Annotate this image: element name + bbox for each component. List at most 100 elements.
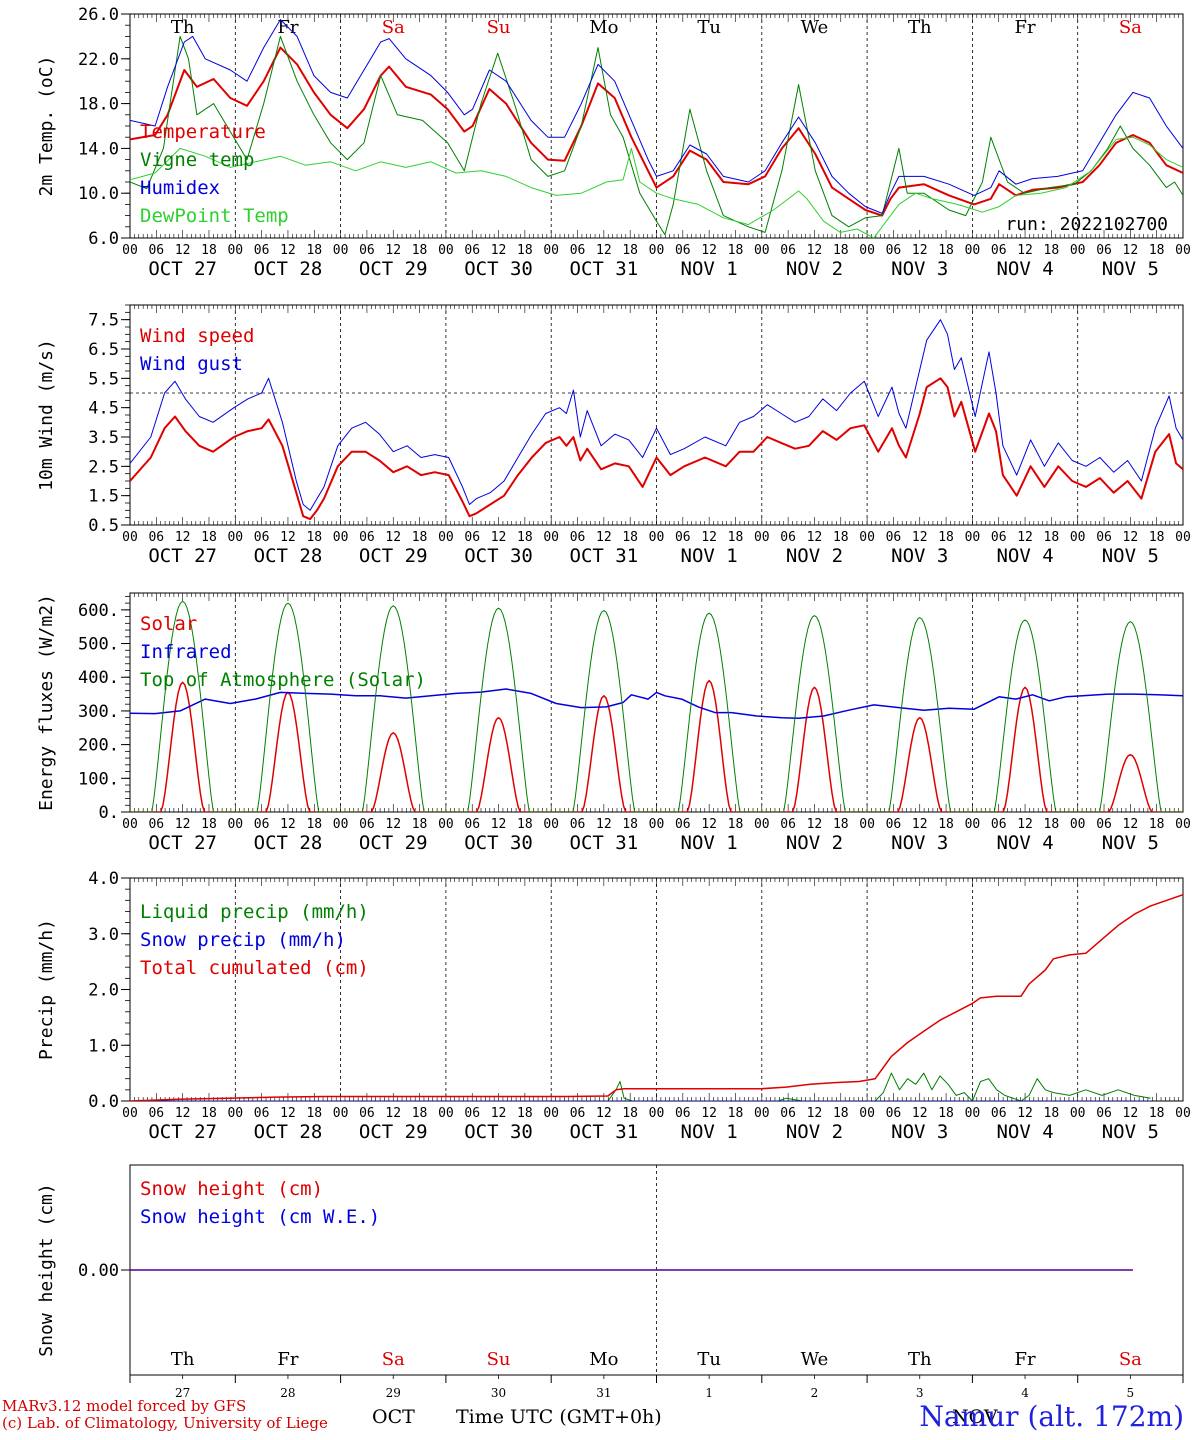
y-axis-label: 2m Temp. (oC) [36, 56, 57, 197]
y-tick-label: 26.0 [78, 5, 119, 25]
hour-label: 06 [991, 530, 1007, 545]
hour-label: 18 [833, 530, 849, 545]
hour-label: 06 [991, 243, 1007, 258]
hour-label: 18 [306, 530, 322, 545]
hour-label: 12 [280, 817, 296, 832]
date-label: NOV 1 [681, 1121, 738, 1143]
date-label: OCT 31 [570, 258, 639, 280]
hour-label: 06 [148, 817, 164, 832]
hour-label: 18 [201, 1106, 217, 1121]
footer-month-nov: NOV [952, 1406, 998, 1428]
hour-label: 00 [859, 243, 875, 258]
hour-label: 00 [965, 243, 981, 258]
weekday-label: Sa [1119, 1349, 1142, 1370]
hour-label: 00 [754, 817, 770, 832]
hour-label: 00 [965, 1106, 981, 1121]
hour-label: 06 [780, 817, 796, 832]
hour-label: 18 [517, 530, 533, 545]
series-line [130, 319, 1183, 511]
hour-label: 12 [175, 243, 191, 258]
hour-label: 12 [491, 530, 507, 545]
weekday-label: Sa [1119, 17, 1142, 38]
series-line [130, 600, 1183, 812]
series-line [130, 1072, 1151, 1101]
hour-label: 12 [1017, 817, 1033, 832]
hour-label: 06 [464, 1106, 480, 1121]
hour-label: 12 [912, 243, 928, 258]
hour-label: 00 [333, 817, 349, 832]
weekday-label: Th [171, 1349, 195, 1370]
date-label: OCT 27 [148, 832, 217, 854]
hour-label: 06 [1096, 243, 1112, 258]
hour-label: 12 [1123, 243, 1139, 258]
y-tick-label: 3.0 [88, 925, 119, 945]
hour-label: 12 [385, 530, 401, 545]
day-number-label: 2 [811, 1386, 819, 1400]
date-label: OCT 30 [464, 832, 533, 854]
hour-label: 00 [227, 1106, 243, 1121]
station-label: Namur (alt. 172m) [919, 1400, 1184, 1433]
weekday-label: Mo [589, 1349, 618, 1370]
hour-label: 06 [570, 530, 586, 545]
hour-label: 18 [412, 817, 428, 832]
date-label: NOV 2 [786, 258, 843, 280]
hour-label: 00 [965, 530, 981, 545]
hour-label: 00 [754, 243, 770, 258]
hour-label: 06 [886, 530, 902, 545]
hour-label: 00 [859, 530, 875, 545]
hour-label: 06 [675, 817, 691, 832]
weekday-label: Th [908, 1349, 932, 1370]
legend-entry: Top of Atmosphere (Solar) [140, 669, 426, 691]
hour-label: 18 [201, 530, 217, 545]
hour-label: 18 [833, 1106, 849, 1121]
y-axis-label: 10m Wind (m/s) [36, 339, 57, 491]
hour-label: 18 [622, 817, 638, 832]
hour-label: 18 [938, 817, 954, 832]
hour-label: 12 [807, 243, 823, 258]
weekday-label: Su [487, 17, 511, 38]
date-label: NOV 3 [891, 1121, 948, 1143]
weekday-label: Fr [1015, 1349, 1036, 1370]
hour-label: 18 [412, 243, 428, 258]
legend-entry: Temperature [140, 121, 266, 143]
hour-label: 12 [596, 817, 612, 832]
series-line [130, 688, 1183, 720]
weekday-label: Fr [1015, 17, 1036, 38]
y-tick-label: 100. [78, 769, 119, 789]
hour-label: 00 [438, 243, 454, 258]
hour-label: 18 [1149, 1106, 1165, 1121]
hour-label: 06 [886, 817, 902, 832]
date-label: OCT 29 [359, 545, 428, 567]
legend-entry: Wind speed [140, 325, 254, 347]
y-tick-label: 7.5 [88, 311, 119, 331]
hour-label: 12 [491, 1106, 507, 1121]
hour-label: 18 [306, 243, 322, 258]
hour-label: 06 [570, 817, 586, 832]
day-number-label: 4 [1021, 1386, 1029, 1400]
hour-label: 12 [807, 530, 823, 545]
hour-label: 18 [938, 243, 954, 258]
series-line [130, 679, 1183, 812]
hour-label: 18 [517, 243, 533, 258]
hour-label: 06 [780, 530, 796, 545]
hour-label: 00 [543, 1106, 559, 1121]
hour-label: 06 [1096, 1106, 1112, 1121]
y-tick-label: 0. [99, 803, 119, 823]
hour-label: 18 [306, 1106, 322, 1121]
date-label: NOV 5 [1102, 258, 1159, 280]
date-label: NOV 3 [891, 832, 948, 854]
footer-lab: (c) Lab. of Climatology, University of L… [2, 1414, 328, 1432]
hour-label: 00 [1175, 530, 1191, 545]
date-label: OCT 30 [464, 258, 533, 280]
hour-label: 06 [464, 817, 480, 832]
hour-label: 12 [596, 530, 612, 545]
hour-label: 06 [254, 1106, 270, 1121]
hour-label: 12 [1123, 530, 1139, 545]
hour-label: 00 [333, 530, 349, 545]
hour-label: 12 [385, 817, 401, 832]
date-label: OCT 30 [464, 1121, 533, 1143]
y-tick-label: 1.5 [88, 487, 119, 507]
hour-label: 18 [412, 1106, 428, 1121]
hour-label: 18 [833, 817, 849, 832]
